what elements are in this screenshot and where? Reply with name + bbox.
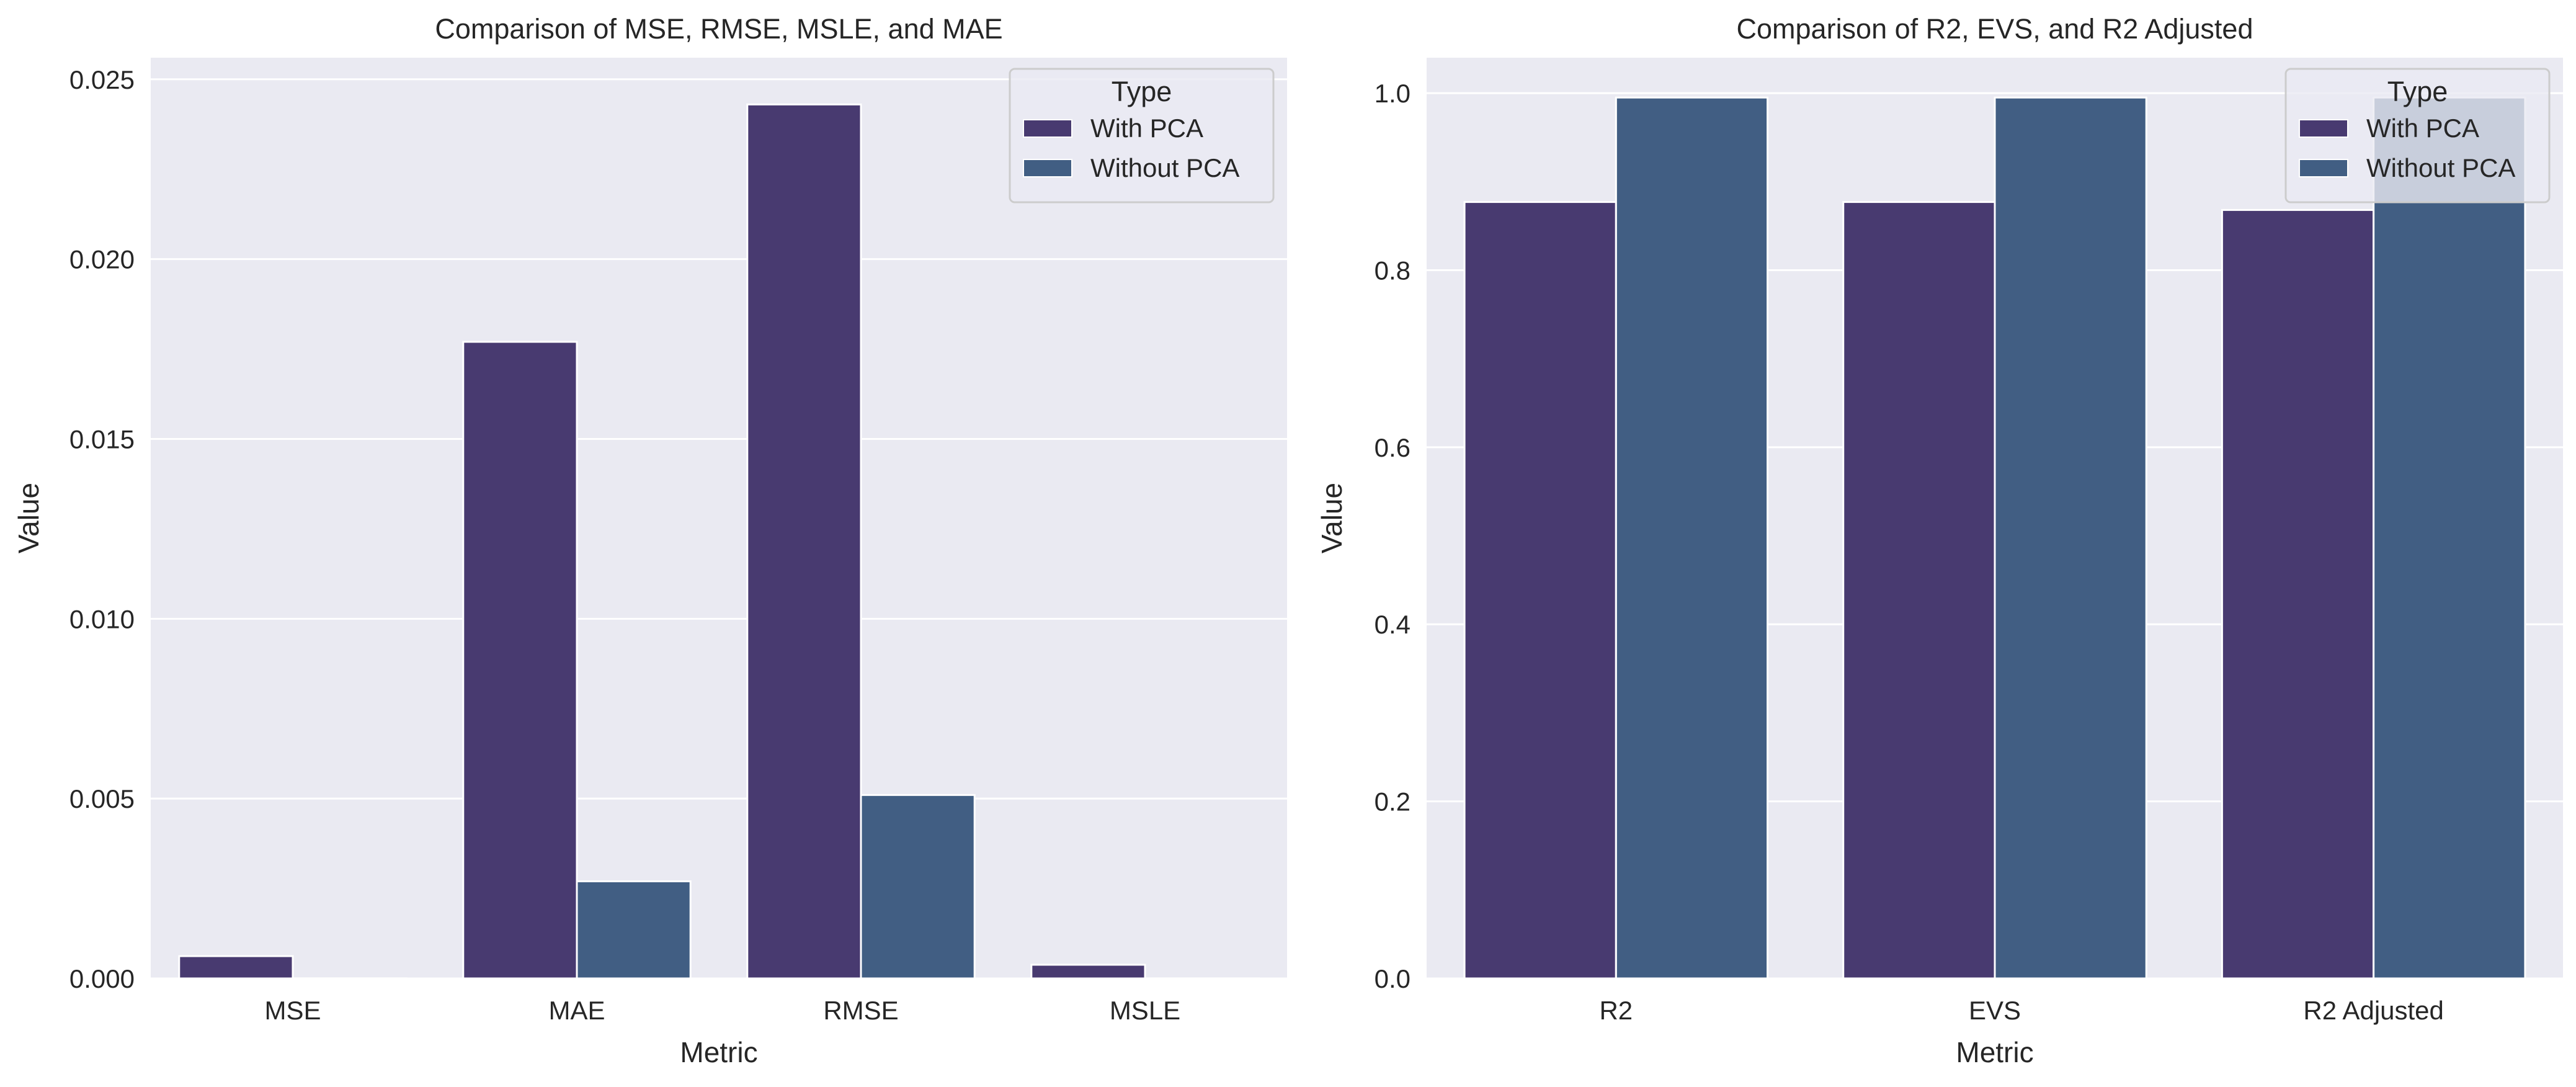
bar-msle-with-pca: [1030, 964, 1146, 980]
y-tick-label: 0.4: [1375, 610, 1411, 639]
y-axis-label: Value: [12, 483, 45, 553]
y-tick-label: 0.6: [1375, 433, 1411, 462]
x-tick-label: EVS: [1969, 996, 2021, 1025]
legend: Type With PCA Without PCA: [2284, 68, 2551, 204]
bar-mse-without-pca: [292, 977, 408, 980]
bar-mae-with-pca: [462, 341, 578, 980]
bar-r2-adjusted-without-pca: [2373, 96, 2526, 980]
chart-title: Comparison of R2, EVS, and R2 Adjusted: [1737, 13, 2253, 45]
bar-r2-with-pca: [1463, 201, 1617, 980]
legend: Type With PCA Without PCA: [1009, 68, 1275, 204]
legend-title: Type: [2387, 76, 2448, 107]
legend-box: [2284, 68, 2551, 204]
legend-label: With PCA: [1090, 114, 1203, 143]
plot-area: [151, 58, 1287, 978]
bar-msle-without-pca: [1144, 977, 1260, 980]
legend-swatch: [2299, 159, 2348, 177]
legend-swatch: [1023, 119, 1072, 138]
x-axis-label: Metric: [680, 1036, 757, 1068]
legend-box: [1009, 68, 1275, 204]
bar-evs-without-pca: [1994, 96, 2147, 980]
y-tick-label: 0.005: [69, 784, 135, 813]
y-axis-label: Value: [1316, 483, 1348, 553]
bar-rmse-with-pca: [746, 103, 862, 980]
x-axis-label: Metric: [1956, 1036, 2033, 1068]
legend-swatch: [2299, 119, 2348, 138]
chart-title: Comparison of MSE, RMSE, MSLE, and MAE: [435, 13, 1002, 45]
x-tick-label: MAE: [548, 996, 605, 1025]
bar-mae-without-pca: [576, 880, 692, 980]
y-tick-label: 0.025: [69, 65, 135, 94]
bar-mse-with-pca: [178, 955, 294, 980]
y-tick-label: 0.020: [69, 245, 135, 274]
y-tick-label: 0.0: [1375, 964, 1411, 993]
x-tick-label: MSLE: [1110, 996, 1180, 1025]
x-tick-label: RMSE: [823, 996, 898, 1025]
bar-evs-with-pca: [1842, 201, 1996, 980]
x-tick-label: MSE: [264, 996, 321, 1025]
bar-r2-without-pca: [1615, 96, 1769, 980]
x-tick-label: R2 Adjusted: [2303, 996, 2444, 1025]
y-tick-label: 0.2: [1375, 787, 1411, 816]
chart-panel-1: 0.000 0.005 0.010 0.015 0.020 0.025 MSE MAE RMSE…: [12, 13, 1287, 1068]
legend-label: With PCA: [2366, 114, 2479, 143]
y-tick-label: 0.000: [69, 964, 135, 993]
x-tick-label: R2: [1599, 996, 1633, 1025]
legend-label: Without PCA: [1090, 153, 1239, 182]
chart-panel-2: 0.0 0.2 0.4 0.6 0.8 1.0 R2 EVS R2 Adjusted Compar…: [1316, 13, 2563, 1068]
y-tick-label: 1.0: [1375, 79, 1411, 108]
y-tick-label: 0.010: [69, 604, 135, 633]
y-tick-label: 0.8: [1375, 256, 1411, 285]
y-tick-label: 0.015: [69, 424, 135, 454]
bar-rmse-without-pca: [860, 794, 976, 980]
legend-swatch: [1023, 159, 1072, 177]
legend-label: Without PCA: [2366, 153, 2515, 182]
legend-title: Type: [1112, 76, 1172, 107]
bar-r2-adjusted-with-pca: [2221, 208, 2375, 980]
